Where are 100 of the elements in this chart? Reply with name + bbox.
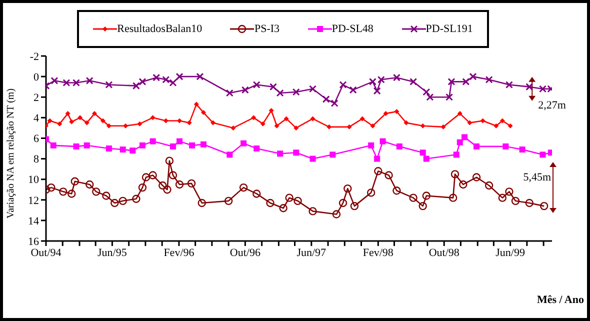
point	[137, 121, 142, 126]
point	[420, 123, 426, 128]
annotation: 5,45m	[523, 172, 552, 184]
point	[502, 143, 509, 150]
point	[294, 196, 302, 206]
point	[106, 146, 112, 152]
point	[360, 116, 365, 122]
y-tick-label: 2	[34, 92, 39, 104]
point	[150, 138, 156, 144]
point	[138, 183, 147, 192]
point	[440, 124, 446, 130]
point	[163, 118, 168, 124]
point	[500, 118, 505, 124]
point	[57, 121, 62, 126]
point	[426, 93, 434, 101]
point	[186, 120, 192, 126]
y-tick-label: -2	[30, 50, 39, 63]
point	[163, 186, 172, 194]
point	[508, 123, 513, 128]
point	[62, 78, 70, 86]
point	[404, 120, 409, 126]
point	[392, 186, 401, 195]
point	[130, 148, 136, 154]
point	[138, 78, 146, 86]
point	[472, 173, 481, 182]
point	[484, 181, 494, 190]
annotation: 2,27m	[538, 99, 566, 112]
point	[120, 146, 126, 153]
point	[268, 108, 274, 113]
x-tick-label: Out/94	[30, 246, 62, 259]
point	[118, 196, 127, 206]
point	[519, 146, 526, 153]
point	[187, 179, 196, 188]
y-tick-label: 16	[28, 236, 40, 248]
point	[254, 146, 260, 152]
point	[456, 139, 463, 146]
point	[326, 124, 332, 130]
point	[485, 76, 493, 84]
point	[210, 120, 216, 126]
point	[349, 86, 357, 94]
point	[540, 202, 548, 210]
point	[448, 194, 458, 202]
point	[241, 86, 249, 94]
point	[176, 72, 184, 80]
y-tick-label: 14	[28, 215, 40, 228]
point	[139, 142, 146, 148]
point	[158, 181, 167, 190]
point	[525, 198, 534, 208]
point	[102, 192, 110, 200]
y-tick-label: 10	[28, 174, 40, 186]
point	[285, 194, 294, 202]
point	[350, 202, 359, 210]
point	[106, 123, 112, 128]
x-tick-label: Jun/99	[496, 246, 526, 259]
point	[175, 180, 184, 189]
point	[72, 78, 80, 86]
point	[396, 143, 402, 150]
point	[226, 89, 234, 97]
point	[374, 156, 380, 162]
point	[418, 202, 427, 210]
point	[332, 210, 341, 218]
x-tick-label: Jun/95	[98, 246, 128, 259]
point	[177, 118, 182, 124]
point	[453, 152, 460, 158]
point	[276, 89, 284, 97]
point	[86, 76, 94, 84]
point	[410, 78, 418, 86]
point	[448, 78, 456, 86]
point	[380, 138, 386, 144]
point	[252, 81, 260, 89]
x-tick-label: Fev/98	[362, 246, 394, 259]
point	[105, 81, 113, 89]
point	[165, 156, 174, 165]
point	[462, 134, 468, 140]
point	[310, 116, 316, 122]
point	[92, 111, 97, 116]
y-tick-label: 6	[34, 133, 40, 146]
point	[526, 83, 534, 91]
point	[100, 118, 106, 124]
point	[494, 123, 499, 128]
point	[339, 81, 347, 89]
point	[274, 123, 280, 128]
point	[230, 125, 236, 130]
point	[73, 143, 80, 150]
point	[309, 85, 317, 93]
point	[457, 111, 462, 116]
point	[446, 93, 454, 101]
point	[422, 88, 430, 96]
point	[322, 95, 330, 103]
point	[338, 198, 348, 208]
point	[373, 87, 381, 95]
point	[284, 116, 289, 122]
point	[152, 74, 160, 82]
point	[368, 142, 374, 148]
point	[330, 100, 338, 108]
point	[450, 170, 460, 178]
point	[260, 121, 266, 126]
point	[310, 156, 316, 162]
point	[50, 142, 56, 148]
point	[70, 177, 79, 186]
